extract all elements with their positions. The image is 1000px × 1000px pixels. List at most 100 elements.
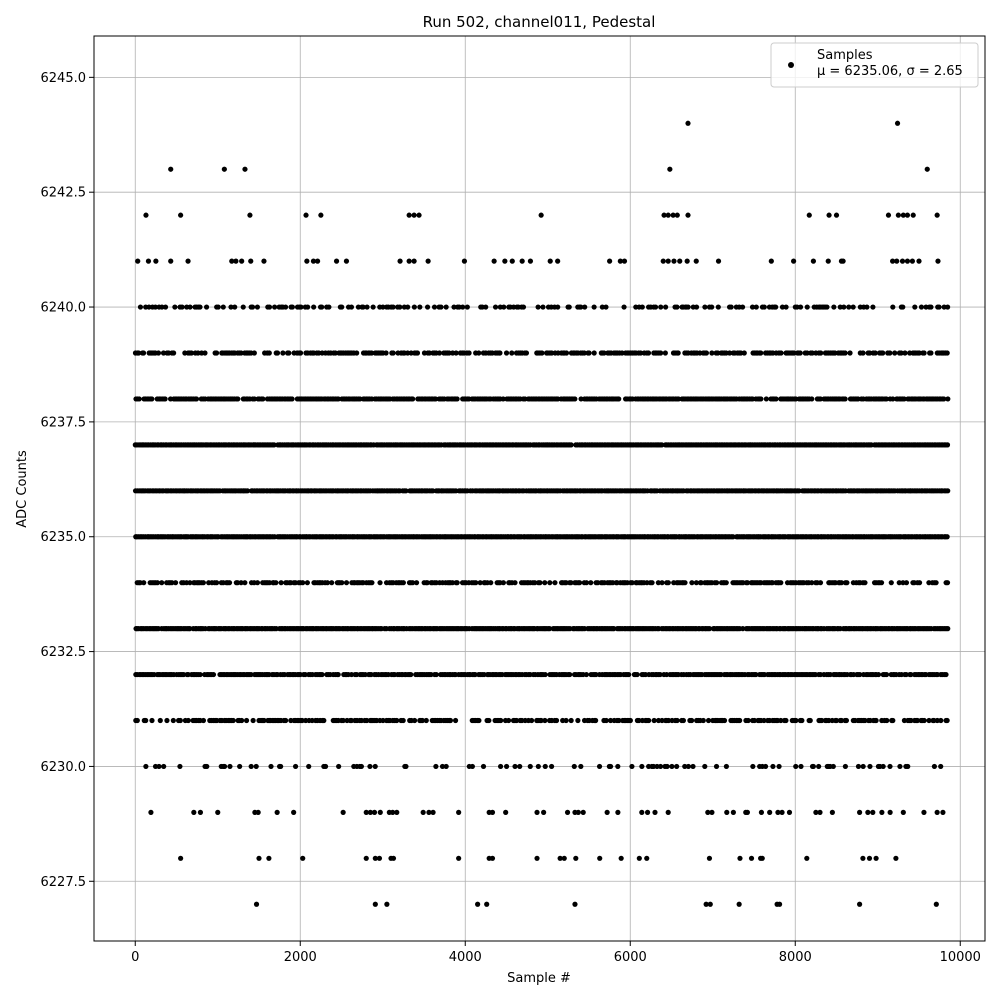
data-point — [703, 350, 710, 356]
data-point — [578, 763, 584, 770]
data-point — [824, 304, 830, 310]
data-point — [498, 717, 504, 724]
data-point — [249, 304, 256, 310]
data-point — [661, 212, 667, 218]
data-point — [905, 763, 911, 770]
data-point — [652, 809, 658, 815]
data-point — [723, 763, 729, 770]
data-point — [371, 809, 378, 815]
data-point — [537, 580, 543, 586]
data-point — [456, 855, 462, 861]
data-point — [753, 671, 759, 678]
data-point — [693, 258, 699, 264]
data-point — [698, 580, 704, 586]
data-point — [433, 763, 439, 770]
data-point — [619, 350, 625, 356]
data-point — [221, 166, 227, 172]
data-point — [542, 763, 548, 770]
data-point — [901, 396, 907, 402]
data-point — [476, 717, 482, 724]
data-point — [890, 304, 896, 310]
data-point — [326, 304, 332, 310]
data-point — [283, 304, 289, 310]
data-point — [500, 396, 506, 402]
data-point — [677, 258, 683, 264]
data-point — [339, 580, 345, 586]
data-point — [936, 304, 942, 310]
data-point — [724, 809, 730, 815]
data-point — [553, 717, 560, 724]
data-point — [715, 304, 721, 310]
data-point — [280, 350, 286, 356]
data-point — [542, 580, 548, 586]
data-point — [439, 763, 446, 770]
data-point — [655, 580, 661, 586]
data-point — [390, 350, 396, 356]
data-point — [900, 809, 906, 815]
data-point — [753, 304, 759, 310]
data-point — [944, 442, 951, 448]
data-point — [768, 258, 774, 264]
data-point — [300, 855, 306, 861]
data-point — [527, 258, 534, 264]
data-point — [300, 580, 306, 586]
data-point — [283, 717, 289, 724]
data-point — [817, 580, 824, 586]
data-point — [659, 580, 665, 586]
data-point — [607, 258, 613, 264]
data-point — [443, 304, 449, 310]
data-point — [826, 212, 832, 218]
data-point — [304, 258, 310, 264]
data-point — [897, 763, 903, 770]
data-point — [941, 396, 947, 402]
data-point — [693, 580, 699, 586]
data-point — [426, 809, 432, 815]
data-point — [935, 258, 941, 264]
data-point — [228, 304, 234, 310]
data-point — [438, 304, 444, 310]
data-point — [261, 717, 267, 724]
data-point — [945, 626, 951, 632]
data-point — [233, 258, 239, 264]
data-point — [274, 350, 281, 356]
data-point — [890, 717, 896, 724]
data-point — [380, 304, 386, 310]
data-point — [809, 350, 815, 356]
data-point — [928, 350, 934, 356]
data-point — [870, 809, 876, 815]
data-point — [340, 809, 346, 815]
data-point — [486, 717, 492, 724]
data-point — [763, 396, 769, 402]
data-point — [304, 580, 310, 586]
data-point — [652, 304, 659, 310]
data-point — [689, 717, 695, 724]
data-point — [833, 717, 840, 724]
data-point — [376, 855, 383, 861]
data-point — [775, 809, 781, 815]
data-point — [417, 304, 423, 310]
data-point — [413, 580, 420, 586]
data-points — [132, 120, 951, 907]
data-point — [857, 901, 863, 907]
data-point — [887, 763, 893, 770]
data-point — [547, 258, 553, 264]
data-point — [355, 304, 361, 310]
data-point — [895, 212, 901, 218]
data-point — [292, 763, 299, 770]
data-point — [842, 396, 848, 402]
data-point — [618, 855, 624, 861]
data-point — [538, 717, 544, 724]
data-point — [588, 580, 594, 586]
data-point — [850, 304, 856, 310]
data-point — [750, 763, 756, 770]
data-point — [658, 304, 664, 310]
data-point — [242, 580, 248, 586]
data-point — [616, 396, 622, 402]
data-point — [528, 717, 535, 724]
data-point — [615, 809, 621, 815]
data-point — [171, 350, 177, 356]
data-point — [864, 304, 870, 310]
data-point — [665, 258, 671, 264]
data-point — [340, 717, 346, 724]
data-point — [278, 763, 284, 770]
